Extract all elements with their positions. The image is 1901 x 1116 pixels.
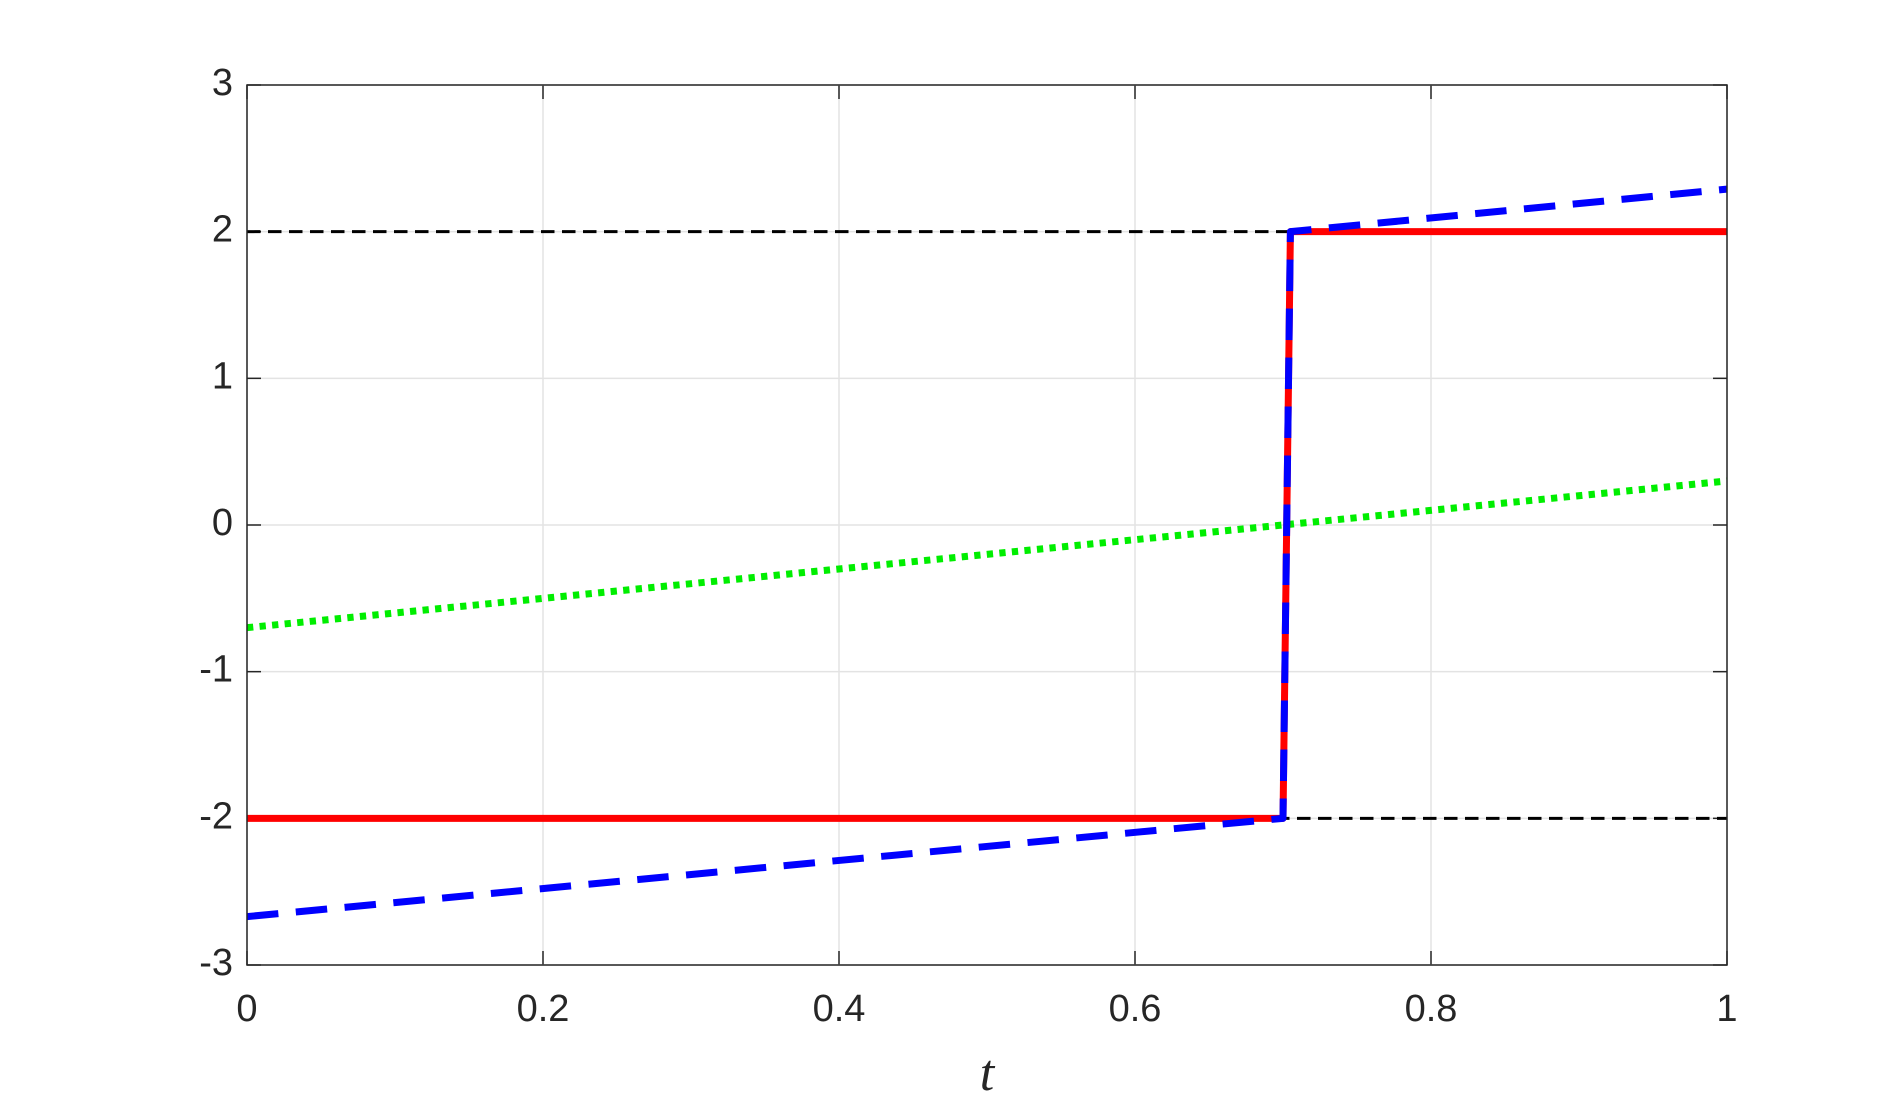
axes-box (246, 84, 1728, 966)
series-line (246, 477, 1728, 632)
series-line (246, 185, 1728, 921)
y-tick-label: 1 (212, 355, 233, 397)
x-tick-label: 1 (1716, 988, 1737, 1030)
x-axis-label: t (980, 1045, 996, 1102)
y-tick-label: 2 (212, 209, 233, 251)
y-tick-label: 0 (212, 502, 233, 544)
y-tick-label: -3 (199, 942, 233, 984)
x-tick-label: 0.2 (517, 988, 570, 1030)
x-tick-label: 0.8 (1405, 988, 1458, 1030)
y-tick-label: 3 (212, 62, 233, 104)
x-tick-label: 0.4 (813, 988, 866, 1030)
y-tick-label: -2 (199, 795, 233, 837)
x-tick-label: 0 (236, 988, 257, 1030)
y-tick-label: -1 (199, 649, 233, 691)
x-tick-label: 0.6 (1109, 988, 1162, 1030)
